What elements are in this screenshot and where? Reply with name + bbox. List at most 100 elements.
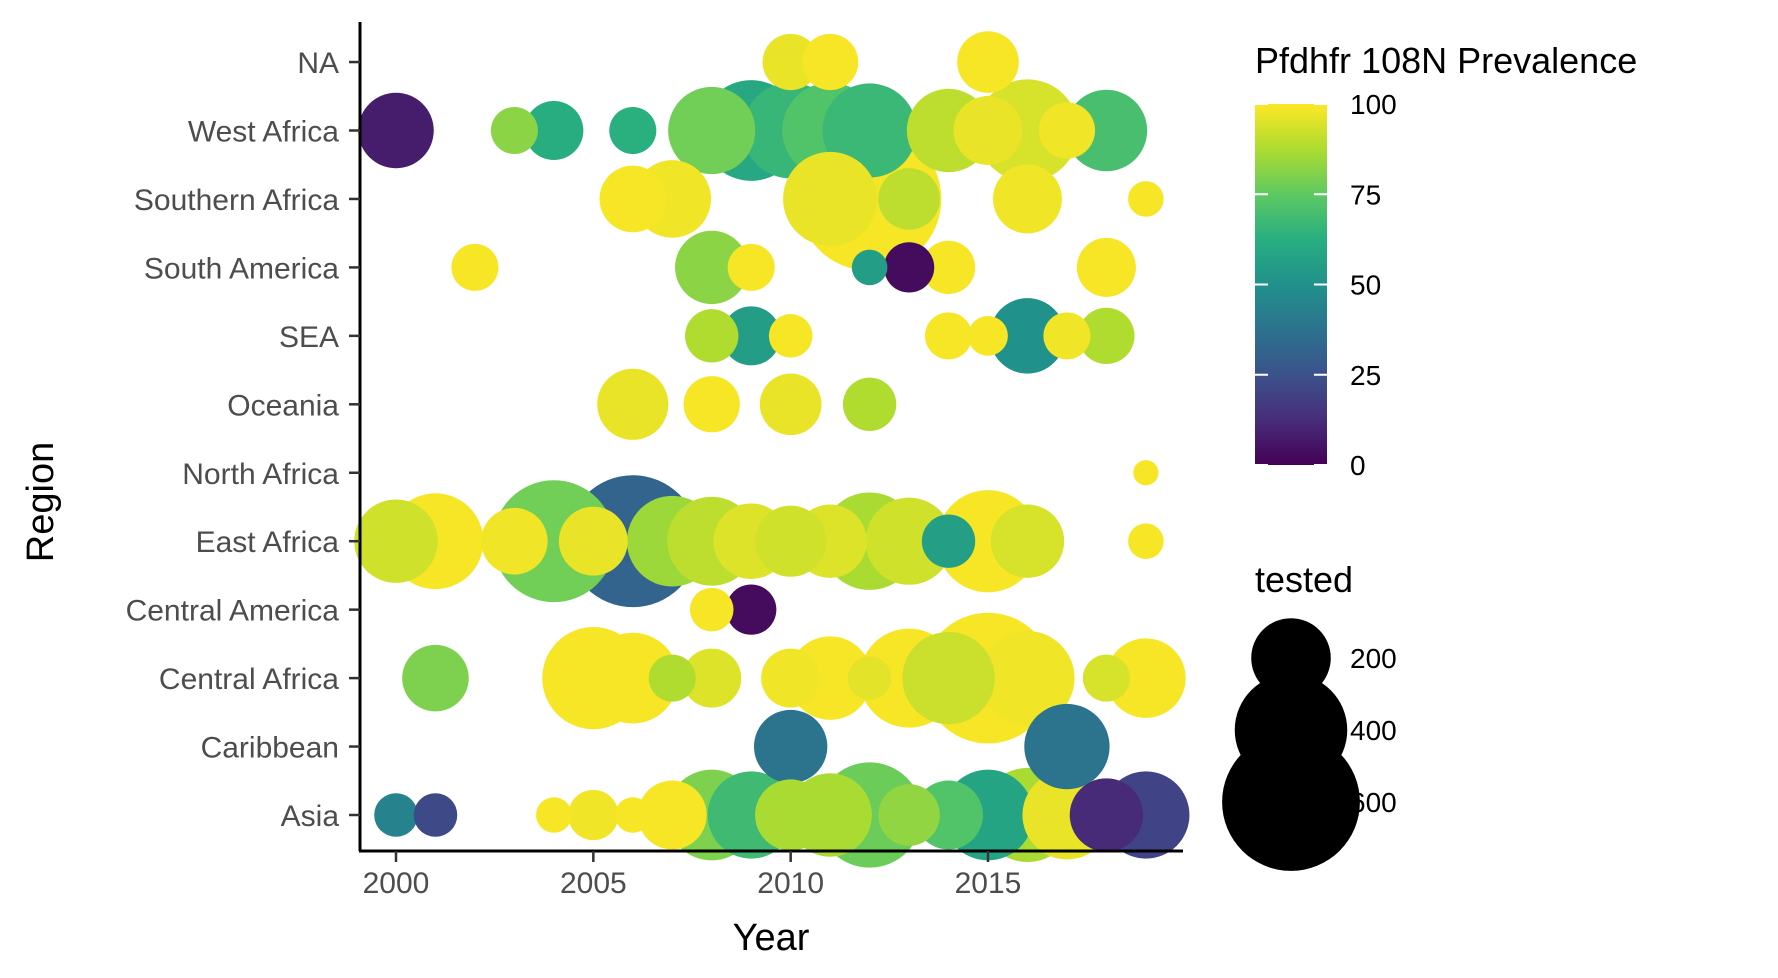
x-tick-label: 2010 (757, 867, 824, 900)
data-point (402, 644, 469, 712)
data-point (536, 797, 572, 833)
size-legend-label: 400 (1350, 715, 1397, 746)
color-legend-tick-label: 100 (1350, 89, 1397, 120)
data-point (761, 648, 821, 708)
color-legend-ticks: 0 25 50 75 100 (1255, 89, 1397, 481)
data-point (689, 587, 734, 632)
y-tick-label: East Africa (196, 526, 340, 559)
data-point (727, 243, 775, 291)
x-tick-label: 2000 (363, 867, 430, 900)
y-tick-label: Caribbean (201, 732, 339, 765)
data-point (851, 249, 888, 286)
data-point (568, 789, 619, 841)
data-point (883, 242, 935, 293)
data-point (990, 504, 1065, 578)
data-point (989, 298, 1066, 374)
data-point (683, 376, 740, 433)
data-point (726, 584, 777, 635)
data-point (768, 314, 813, 358)
data-point (1128, 523, 1164, 559)
color-legend-tick-label: 0 (1350, 450, 1366, 481)
y-tick-label: Central Africa (159, 663, 339, 696)
x-tick-label: 2015 (955, 867, 1022, 900)
data-point (980, 631, 1075, 726)
data-point (1069, 778, 1144, 852)
x-tick-label: 2005 (560, 867, 627, 900)
data-point (558, 506, 628, 576)
data-point (358, 92, 434, 169)
data-point (1082, 654, 1130, 702)
data-point (490, 106, 538, 155)
y-tick-label: NA (297, 47, 339, 80)
data-point (374, 793, 418, 837)
data-point (1078, 307, 1135, 364)
data-point (993, 164, 1062, 234)
data-point (481, 507, 548, 575)
data-point (783, 151, 878, 247)
color-legend-tick-label: 50 (1350, 270, 1381, 301)
data-point (753, 709, 828, 784)
data-point (675, 230, 749, 305)
data-point (921, 514, 976, 568)
data-point (924, 312, 973, 360)
size-legend-label: 600 (1350, 787, 1397, 818)
data-point (1133, 460, 1159, 486)
data-point (802, 33, 859, 91)
plot-panel: Asia Caribbean Central Africa Central Ameri… (126, 22, 1190, 900)
data-point (587, 632, 679, 724)
data-points (354, 31, 1190, 868)
data-point (755, 779, 827, 851)
x-axis-title: Year (733, 917, 810, 959)
y-axis-title: Region (20, 442, 62, 562)
data-point (953, 96, 1023, 165)
data-point (721, 306, 781, 366)
data-point (1038, 102, 1096, 159)
data-point (957, 31, 1019, 93)
y-tick-label: South America (144, 252, 339, 285)
y-tick-label: Oceania (227, 389, 339, 422)
data-point (878, 784, 940, 846)
y-tick-label: Central America (126, 595, 340, 628)
y-tick-label: Asia (281, 800, 340, 833)
data-point (1024, 703, 1110, 790)
color-legend-title: Pfdhfr 108N Prevalence (1255, 40, 1637, 81)
data-point (842, 377, 897, 431)
x-axis-ticks: 2000 2005 2010 2015 (363, 851, 1022, 900)
data-point (968, 315, 1008, 356)
data-point (637, 780, 707, 850)
size-legend-items: 200 400 600 (1222, 618, 1397, 871)
data-point (1076, 237, 1136, 297)
data-point (354, 499, 438, 583)
data-point (902, 631, 995, 725)
data-point (524, 100, 584, 161)
data-point (878, 168, 940, 230)
y-tick-label: SEA (279, 321, 339, 354)
color-legend: Pfdhfr 108N Prevalence 0 25 50 75 100 (1255, 40, 1637, 481)
data-point (599, 165, 667, 233)
color-legend-tick-label: 25 (1350, 360, 1381, 391)
data-point (847, 656, 892, 700)
data-point (451, 243, 499, 291)
data-point (615, 797, 651, 833)
data-point (597, 368, 669, 440)
y-axis-ticks: Asia Caribbean Central Africa Central Ameri… (126, 47, 360, 833)
data-point (648, 654, 696, 702)
data-point (609, 106, 657, 155)
y-tick-label: North Africa (182, 458, 339, 491)
color-legend-tick-label: 75 (1350, 179, 1381, 210)
data-point (1106, 638, 1186, 718)
data-point (762, 33, 819, 91)
size-legend-key (1222, 733, 1360, 871)
y-tick-label: Southern Africa (134, 184, 339, 217)
size-legend: tested 200 400 600 (1222, 559, 1397, 871)
data-point (413, 793, 458, 837)
data-point (822, 83, 917, 178)
data-point (685, 309, 739, 363)
data-point (1128, 181, 1164, 217)
data-point (682, 648, 742, 708)
data-point (865, 497, 953, 585)
size-legend-label: 200 (1350, 643, 1397, 674)
size-legend-title: tested (1255, 559, 1353, 600)
data-point (755, 505, 827, 577)
